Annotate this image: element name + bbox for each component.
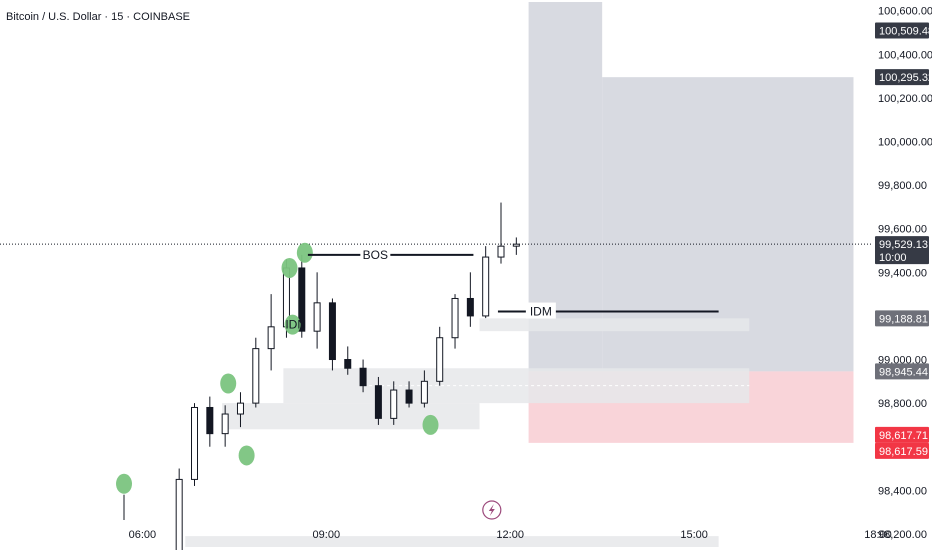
- swing-marker: [284, 314, 301, 335]
- swing-marker: [422, 414, 439, 435]
- swing-marker: [296, 242, 313, 263]
- price-badge: [875, 236, 929, 265]
- candle-body: [191, 406, 199, 480]
- candle-body: [512, 243, 520, 247]
- candle-body: [390, 389, 398, 419]
- x-tick-label: 06:00: [129, 529, 157, 541]
- price-badge-label: 98,617.59: [879, 446, 928, 458]
- candle-body: [221, 413, 229, 435]
- y-tick-label: 98,400.00: [878, 485, 927, 497]
- price-badge-label: 98,617.71: [879, 430, 928, 442]
- chart-title: Bitcoin / U.S. Dollar · 15 · COINBASE: [6, 11, 190, 23]
- candle-body: [252, 348, 260, 404]
- candle-body: [420, 380, 428, 404]
- candle-body: [344, 359, 352, 369]
- y-tick-label: 99,800.00: [878, 180, 927, 192]
- price-badge: [875, 69, 929, 86]
- annotation-idm: IDM: [530, 305, 552, 319]
- candle-body: [313, 302, 321, 332]
- y-tick-label: 98,800.00: [878, 398, 927, 410]
- candle-body: [374, 385, 382, 419]
- price-badge-label: 98,945.44: [879, 366, 928, 378]
- annotation-bos: BOS: [363, 248, 388, 262]
- candle-body: [267, 326, 275, 350]
- y-tick-label: 100,200.00: [878, 93, 932, 105]
- swing-marker: [116, 473, 133, 494]
- price-badge-label: 100,509.48: [879, 25, 932, 37]
- candle-body: [328, 302, 336, 361]
- annotation-bg: [360, 245, 391, 262]
- candle-body: [436, 337, 444, 382]
- lightning-bolt: [488, 504, 495, 516]
- zone-lower-zone: [222, 403, 480, 430]
- y-tick-label: 100,400.00: [878, 49, 932, 61]
- candle-body: [359, 367, 367, 387]
- candle-body: [206, 406, 214, 435]
- candle-body: [466, 297, 474, 317]
- candle-body: [298, 267, 306, 332]
- price-badge: [875, 426, 929, 443]
- price-badge: [875, 363, 929, 380]
- zone-demand-zone: [283, 368, 750, 404]
- candle-body: [405, 389, 413, 404]
- annotation-bg: [525, 302, 556, 319]
- candle-body: [175, 478, 183, 550]
- swing-marker: [281, 257, 298, 278]
- price-badge-label: 100,295.32: [879, 72, 932, 84]
- x-tick-label: 18:00: [864, 529, 892, 541]
- x-tick-label: 12:00: [496, 529, 524, 541]
- price-badge-sublabel: 10:00: [879, 252, 907, 264]
- x-tick-label: 09:00: [313, 529, 341, 541]
- price-badge: [875, 22, 929, 39]
- zone-bottom-zone: [185, 536, 719, 547]
- y-tick-label: 100,600.00: [878, 6, 932, 18]
- swing-marker: [220, 373, 237, 394]
- annotation-idn: IDN: [285, 318, 306, 332]
- y-tick-label: 99,600.00: [878, 224, 927, 236]
- y-tick-label: 98,200.00: [878, 529, 927, 541]
- price-badge: [875, 442, 929, 459]
- price-badge-label: 99,529.13: [879, 239, 928, 251]
- swing-marker: [238, 445, 255, 466]
- candle-body: [236, 402, 244, 415]
- zone-idm-zone: [479, 318, 750, 332]
- y-tick-label: 99,400.00: [878, 267, 927, 279]
- candle-body: [497, 245, 505, 258]
- candle-body: [451, 297, 459, 339]
- price-badge: [875, 310, 929, 327]
- price-badge-label: 99,188.81: [879, 313, 928, 325]
- candle-body: [482, 256, 490, 317]
- x-tick-label: 15:00: [680, 529, 708, 541]
- y-tick-label: 100,000.00: [878, 137, 932, 149]
